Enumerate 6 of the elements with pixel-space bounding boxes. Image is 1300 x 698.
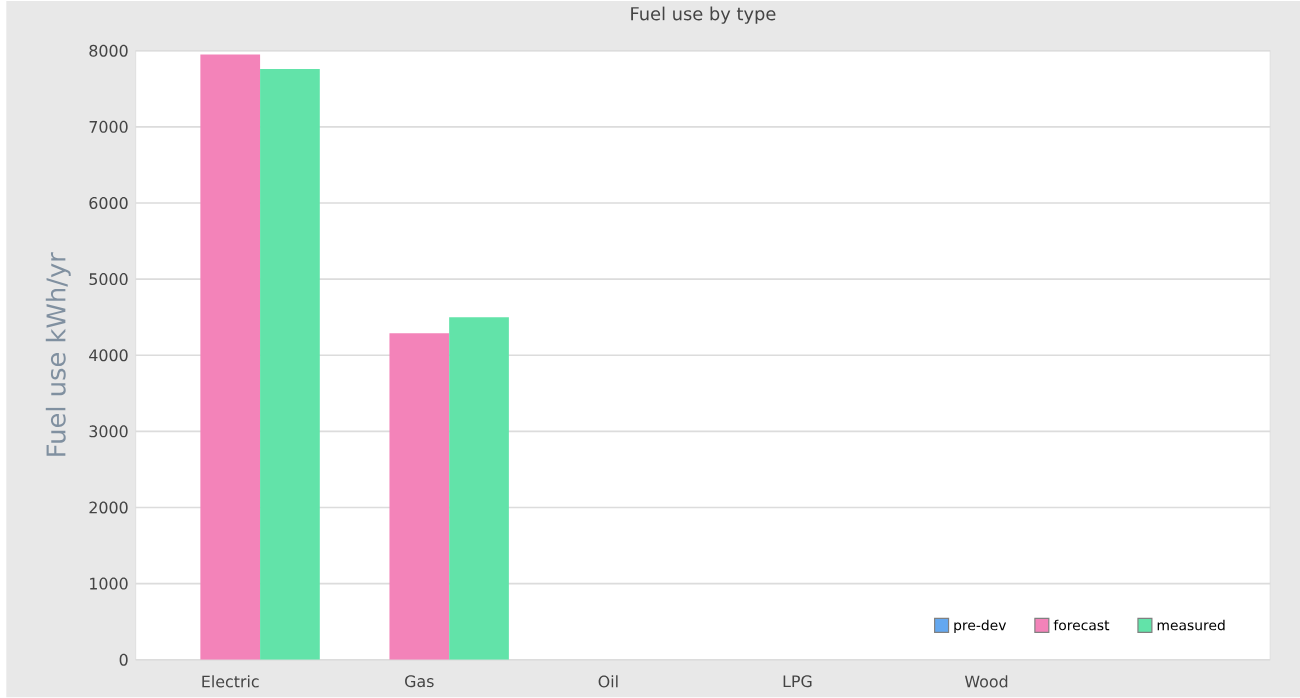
- chart-title: Fuel use by type: [631, 6, 776, 25]
- y-axis-title: Fuel use kWh/yr: [45, 252, 71, 456]
- bar: [389, 333, 450, 660]
- bar: [449, 317, 509, 660]
- bar: [260, 69, 320, 660]
- bar: [200, 54, 261, 660]
